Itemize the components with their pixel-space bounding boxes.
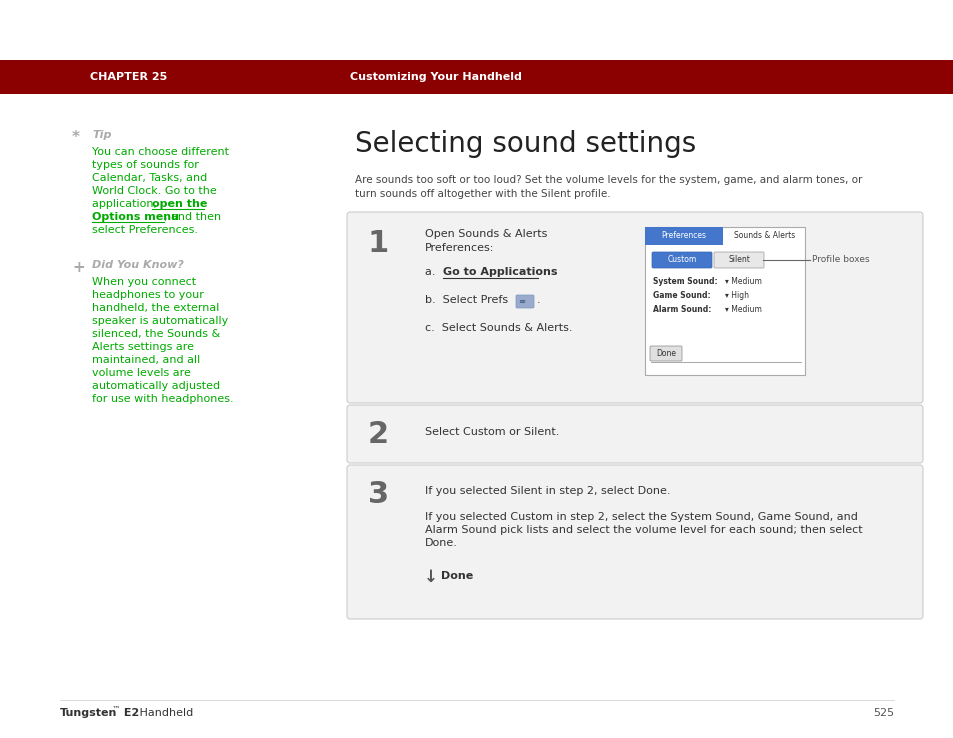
Text: Silent: Silent	[727, 255, 749, 264]
Text: 1: 1	[368, 229, 389, 258]
Text: handheld, the external: handheld, the external	[91, 303, 219, 313]
Text: System Sound:: System Sound:	[652, 277, 717, 286]
Bar	[0, 60, 953, 94]
Text: Select Custom or Silent.: Select Custom or Silent.	[424, 427, 558, 437]
Text: c.  Select Sounds & Alerts.: c. Select Sounds & Alerts.	[424, 323, 572, 333]
Text: Game Sound:: Game Sound:	[652, 291, 710, 300]
Text: If you selected Custom in step 2, select the System Sound, Game Sound, and: If you selected Custom in step 2, select…	[424, 512, 857, 522]
Text: speaker is automatically: speaker is automatically	[91, 316, 228, 326]
FancyBboxPatch shape	[713, 252, 763, 268]
Text: , and then: , and then	[164, 212, 221, 222]
Text: CHAPTER 25: CHAPTER 25	[90, 72, 167, 82]
Text: volume levels are: volume levels are	[91, 368, 191, 378]
Text: .: .	[537, 295, 540, 305]
Text: *: *	[71, 130, 80, 145]
Text: automatically adjusted: automatically adjusted	[91, 381, 220, 391]
Text: Tungsten: Tungsten	[60, 708, 117, 718]
Text: ™: ™	[112, 705, 120, 714]
Text: You can choose different: You can choose different	[91, 147, 229, 157]
Text: ▾ Medium: ▾ Medium	[724, 305, 761, 314]
Text: If you selected Silent in step 2, select Done.: If you selected Silent in step 2, select…	[424, 486, 670, 496]
FancyBboxPatch shape	[651, 252, 711, 268]
Text: Alerts settings are: Alerts settings are	[91, 342, 193, 352]
Text: Alarm Sound:: Alarm Sound:	[652, 305, 711, 314]
Text: Open Sounds & Alerts: Open Sounds & Alerts	[424, 229, 547, 239]
Text: .: .	[537, 267, 541, 277]
Text: Preferences: Preferences	[660, 232, 706, 241]
Text: ▾ High: ▾ High	[724, 291, 748, 300]
Text: Options menu: Options menu	[91, 212, 179, 222]
Text: headphones to your: headphones to your	[91, 290, 204, 300]
Text: Preferences:: Preferences:	[424, 243, 494, 253]
Text: select Preferences.: select Preferences.	[91, 225, 198, 235]
Text: E2: E2	[120, 708, 139, 718]
Text: application,: application,	[91, 199, 160, 209]
Text: Done: Done	[440, 571, 473, 581]
Text: 525: 525	[872, 708, 893, 718]
FancyBboxPatch shape	[649, 346, 681, 361]
Text: 3: 3	[368, 480, 389, 509]
Text: Customizing Your Handheld: Customizing Your Handheld	[350, 72, 521, 82]
FancyBboxPatch shape	[347, 465, 923, 619]
FancyBboxPatch shape	[516, 295, 534, 308]
Text: silenced, the Sounds &: silenced, the Sounds &	[91, 329, 220, 339]
Bar	[644, 227, 722, 245]
Text: Handheld: Handheld	[136, 708, 193, 718]
Text: types of sounds for: types of sounds for	[91, 160, 198, 170]
Text: Profile boxes: Profile boxes	[811, 255, 869, 264]
Bar	[0, 94, 330, 738]
Text: World Clock. Go to the: World Clock. Go to the	[91, 186, 216, 196]
Text: Calendar, Tasks, and: Calendar, Tasks, and	[91, 173, 207, 183]
Text: ≡: ≡	[517, 297, 524, 306]
Text: Custom: Custom	[667, 255, 696, 264]
Text: Go to Applications: Go to Applications	[442, 267, 557, 277]
Text: a.: a.	[424, 267, 442, 277]
Text: Sounds & Alerts: Sounds & Alerts	[734, 232, 795, 241]
FancyBboxPatch shape	[347, 212, 923, 403]
Text: ▾ Medium: ▾ Medium	[724, 277, 761, 286]
Text: 2: 2	[368, 420, 389, 449]
Text: Done: Done	[656, 349, 676, 358]
Bar	[644, 227, 804, 375]
Text: maintained, and all: maintained, and all	[91, 355, 200, 365]
Text: Are sounds too soft or too loud? Set the volume levels for the system, game, and: Are sounds too soft or too loud? Set the…	[355, 175, 862, 185]
Text: open the: open the	[152, 199, 207, 209]
Text: When you connect: When you connect	[91, 277, 196, 287]
Text: Alarm Sound pick lists and select the volume level for each sound; then select: Alarm Sound pick lists and select the vo…	[424, 525, 862, 535]
Text: ↓: ↓	[423, 568, 437, 586]
Text: Tip: Tip	[91, 130, 112, 140]
Text: Done.: Done.	[424, 538, 457, 548]
Text: b.  Select Prefs: b. Select Prefs	[424, 295, 515, 305]
FancyBboxPatch shape	[347, 405, 923, 463]
Text: turn sounds off altogether with the Silent profile.: turn sounds off altogether with the Sile…	[355, 189, 610, 199]
Text: for use with headphones.: for use with headphones.	[91, 394, 233, 404]
Text: Did You Know?: Did You Know?	[91, 260, 184, 270]
Text: Selecting sound settings: Selecting sound settings	[355, 130, 696, 158]
Text: +: +	[71, 260, 85, 275]
